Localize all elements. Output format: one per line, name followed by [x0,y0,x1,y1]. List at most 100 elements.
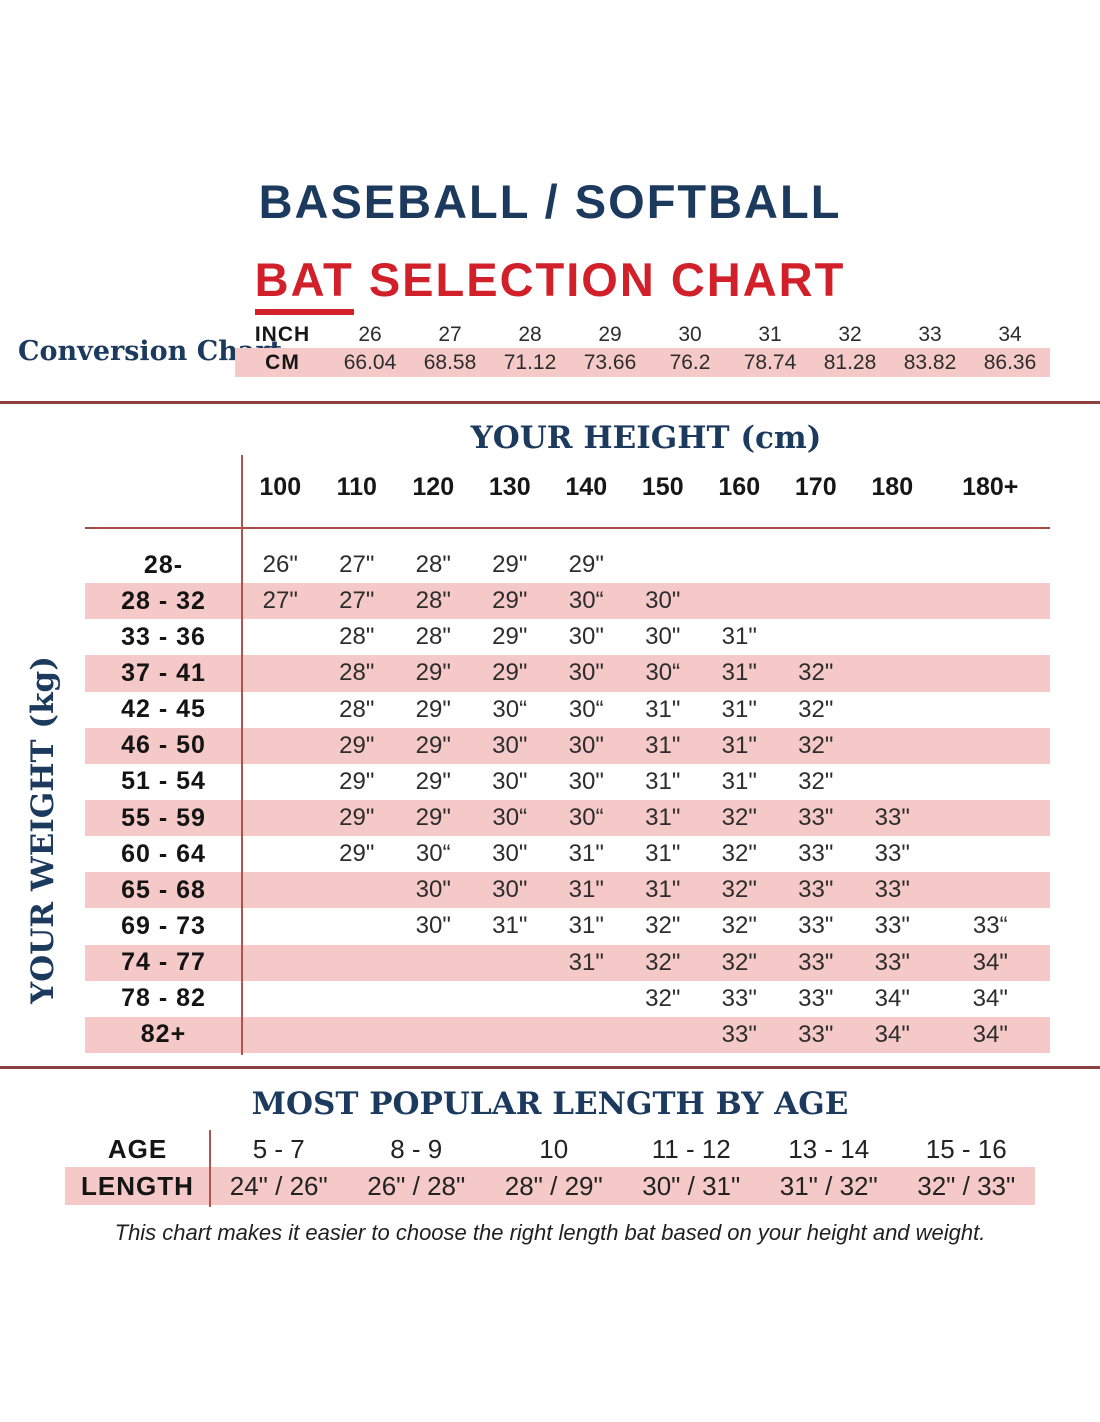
height-axis-title: YOUR HEIGHT (cm) [470,420,822,456]
inch-value: 33 [918,323,942,346]
conversion-table: INCH 26 27 28 29 30 31 32 33 34 CM 66.04… [235,322,1050,377]
bat-length-cell: 31" [568,948,604,976]
height-column-header: 180+ [962,472,1019,501]
length-row: LENGTH 24" / 26" 26" / 28" 28" / 29" 30"… [65,1167,1035,1205]
height-column-header: 150 [641,472,684,501]
bat-length-cell: 33" [798,984,834,1012]
bat-length-cell: 29" [415,804,451,832]
cm-value: 86.36 [983,350,1037,374]
cm-value: 68.58 [423,350,477,374]
bat-length-cell: 30“ [568,804,604,832]
bottom-divider-line [0,1066,1100,1069]
weight-row: 46 - 50 29" 29" 30" 30" 31" 31" 32" [85,727,1050,764]
height-column-header: 160 [718,472,761,501]
bat-length-cell: 29" [415,695,451,723]
cm-value: 71.12 [503,350,557,374]
bat-length-cell: 32" [798,659,834,687]
weight-range-label: 69 - 73 [121,911,206,940]
bat-length-cell: 32" [798,731,834,759]
footer-note: This chart makes it easier to choose the… [114,1220,986,1245]
bat-length-cell: 31" [721,623,757,651]
age-range-value: 5 - 7 [252,1133,305,1164]
weight-row: 28- 26" 27" 28" 29" 29" [85,547,1050,583]
weight-row: 78 - 82 32" 33" 33" 34" 34" [85,981,1050,1017]
height-column-headers: 100 110 120 130 140 150 160 170 180 180+ [85,466,1050,508]
age-length-table: AGE 5 - 7 8 - 9 10 11 - 12 13 - 14 15 - … [65,1131,1035,1205]
inch-value: 26 [358,323,382,346]
bat-length-cell: 30" [568,767,604,795]
inch-value: 31 [758,323,782,346]
bat-length-cell: 30" [492,731,528,759]
height-column-header: 170 [794,472,837,501]
bat-length-cell: 28" [339,695,375,723]
bat-length-cell: 31" [721,731,757,759]
bat-length-cell: 32" [645,912,681,940]
inch-value: 29 [598,323,622,346]
bat-length-cell: 31" [721,695,757,723]
bat-length-cell: 32" [645,948,681,976]
bat-length-cell: 31" [721,659,757,687]
bat-length-cell: 31" [645,804,681,832]
weight-range-label: 37 - 41 [121,658,206,687]
age-range-value: 15 - 16 [925,1133,1007,1164]
weight-range-label: 74 - 77 [121,948,206,977]
weight-row: 69 - 73 30" 31" 31" 32" 32" 33" 33" 33“ [85,908,1050,944]
bat-length-cell: 28" [415,551,451,579]
bat-length-cell: 31" [645,731,681,759]
bat-length-cell: 33" [798,804,834,832]
bat-length-cell: 30" [492,767,528,795]
inch-value: 30 [678,323,702,346]
cm-value: 76.2 [669,350,711,374]
bat-length-cell: 33" [721,984,757,1012]
bat-length-cell: 33" [874,840,910,868]
bat-length-cell: 31" [645,767,681,795]
bat-length-cell: 30" [645,623,681,651]
length-range-value: 26" / 28" [367,1170,466,1201]
bat-length-cell: 30" [568,623,604,651]
age-range-value: 8 - 9 [390,1133,443,1164]
bat-length-cell: 30" [568,659,604,687]
weight-row: 42 - 45 28" 29" 30“ 30“ 31" 31" 32" [85,692,1050,728]
bat-length-cell: 28" [415,587,451,615]
length-range-value: 28" / 29" [504,1170,603,1201]
age-range-value: 10 [539,1133,569,1164]
bat-length-cell: 29" [339,840,375,868]
bat-length-cell: 29" [492,587,528,615]
weight-range-label: 33 - 36 [121,622,206,651]
bat-length-cell: 33" [874,948,910,976]
weight-range-label: 42 - 45 [121,695,206,724]
weight-row: 82+ 33" 33" 34" 34" [85,1016,1050,1053]
height-column-header: 100 [259,472,302,501]
age-range-value: 13 - 14 [788,1133,870,1164]
bat-length-cell: 32" [721,840,757,868]
weight-range-label: 51 - 54 [121,767,206,796]
bat-length-cell: 28" [339,623,375,651]
length-range-value: 30" / 31" [642,1170,741,1201]
title-line2-rest: SELECTION CHART [353,253,846,306]
cm-value: 73.66 [583,350,637,374]
cm-row-header: CM [265,350,300,374]
bat-length-cell: 26" [262,551,298,579]
bat-length-cell: 27" [339,587,375,615]
bat-length-cell: 33" [721,1020,757,1048]
bat-length-cell: 34" [972,1020,1008,1048]
length-range-value: 31" / 32" [779,1170,878,1201]
conversion-inch-row: INCH 26 27 28 29 30 31 32 33 34 [235,322,1050,348]
bat-length-cell: 33" [798,912,834,940]
bat-length-cell: 30" [415,912,451,940]
bat-length-cell: 29" [339,731,375,759]
age-row-header: AGE [107,1133,168,1164]
cm-value: 78.74 [743,350,797,374]
weight-range-label: 28- [143,550,184,579]
bat-length-cell: 34" [874,1020,910,1048]
bat-length-cell: 33" [798,876,834,904]
bat-length-cell: 29" [415,767,451,795]
age-range-value: 11 - 12 [651,1133,731,1164]
height-column-header: 180 [871,472,914,501]
bat-length-cell: 31" [645,695,681,723]
weight-range-label: 60 - 64 [121,839,206,868]
bat-length-cell: 31" [492,912,528,940]
bat-length-cell: 34" [972,984,1008,1012]
bat-length-cell: 29" [568,551,604,579]
